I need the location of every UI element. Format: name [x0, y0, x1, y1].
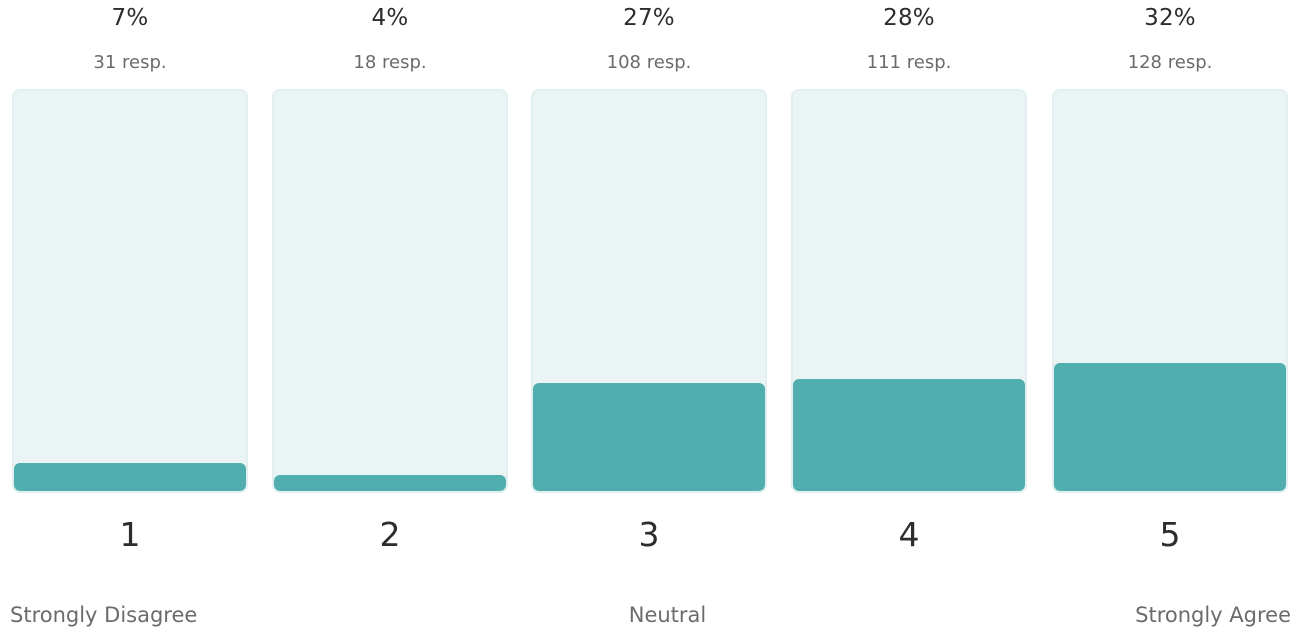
scale-label-neutral: Neutral	[628, 603, 707, 627]
scale-option-4[interactable]: 28% 111 resp. 4	[791, 0, 1027, 570]
bar-fill	[793, 379, 1025, 491]
scale-label-strongly-agree: Strongly Agree	[1135, 603, 1291, 627]
percent-label: 32%	[1144, 5, 1196, 31]
bar-fill	[14, 463, 246, 491]
bar-fill	[533, 383, 765, 491]
percent-label: 4%	[371, 5, 409, 31]
scale-number: 4	[898, 515, 920, 554]
bar-track	[12, 89, 248, 493]
scale-option-1[interactable]: 7% 31 resp. 1	[12, 0, 248, 570]
response-count: 111 resp.	[866, 52, 952, 73]
scale-number: 5	[1159, 515, 1181, 554]
scale-number: 1	[119, 515, 141, 554]
bar-fill	[274, 475, 506, 491]
response-count: 31 resp.	[93, 52, 167, 73]
scale-option-3[interactable]: 27% 108 resp. 3	[531, 0, 767, 570]
bar-track	[531, 89, 767, 493]
scale-label-strongly-disagree: Strongly Disagree	[10, 603, 198, 627]
percent-label: 28%	[883, 5, 935, 31]
bar-track	[1052, 89, 1288, 493]
bar-fill	[1054, 363, 1286, 491]
scale-option-5[interactable]: 32% 128 resp. 5	[1052, 0, 1288, 570]
bar-track	[791, 89, 1027, 493]
scale-number: 2	[379, 515, 401, 554]
percent-label: 27%	[623, 5, 675, 31]
scale-option-2[interactable]: 4% 18 resp. 2	[272, 0, 508, 570]
percent-label: 7%	[111, 5, 149, 31]
bar-track	[272, 89, 508, 493]
scale-number: 3	[638, 515, 660, 554]
response-count: 128 resp.	[1127, 52, 1213, 73]
response-count: 108 resp.	[606, 52, 692, 73]
response-count: 18 resp.	[353, 52, 427, 73]
